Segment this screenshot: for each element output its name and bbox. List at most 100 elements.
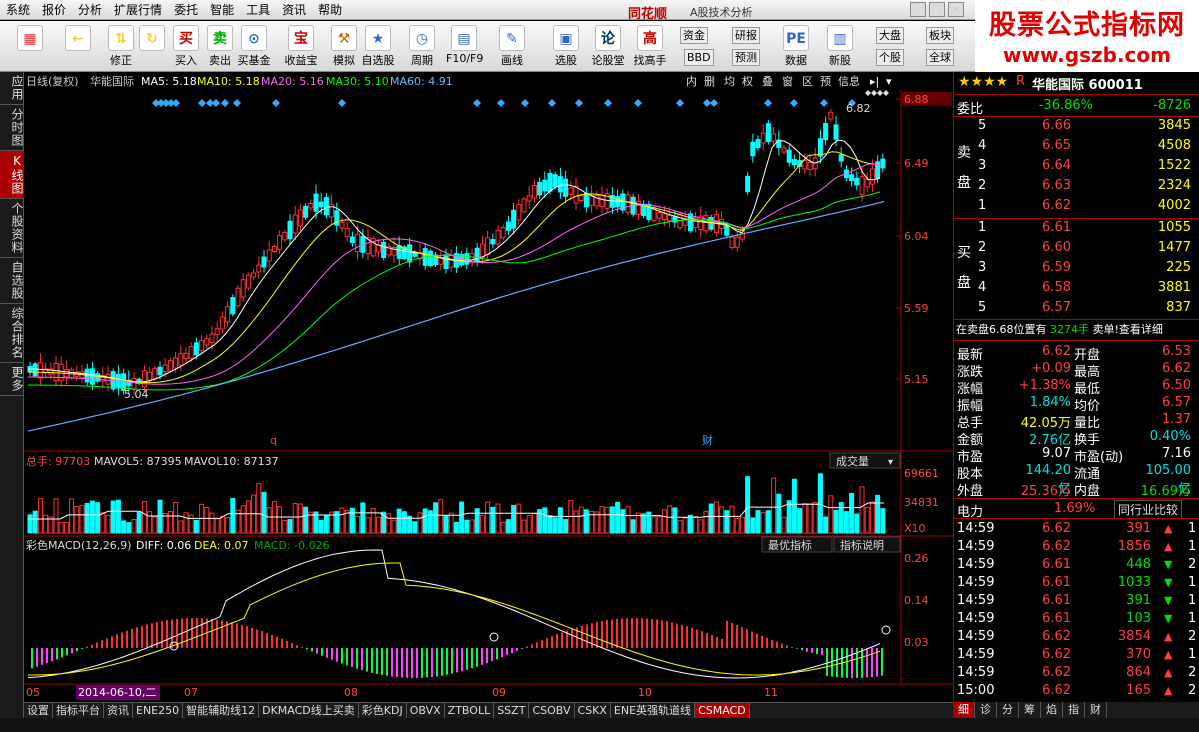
volume-bar bbox=[807, 503, 813, 534]
indicator-tab-13[interactable]: CSMACD bbox=[695, 703, 750, 718]
chart-tab-4[interactable]: 叠 bbox=[762, 75, 773, 88]
signal-diamond bbox=[162, 99, 170, 107]
toolbar-button-6[interactable]: ⊙ 买基金 bbox=[236, 25, 272, 68]
chart-tab-7[interactable]: 预 bbox=[820, 75, 831, 88]
toolbar-button-17[interactable]: ▥ 新股 bbox=[822, 25, 858, 68]
toolbar-button-0[interactable]: ▦ bbox=[12, 25, 48, 52]
toolbar: ▦ ← ⇅ 修正 ↻ 买买入卖卖出 ⊙ 买基金宝收益宝 ⚒ 模拟 ★ 自选股 ◷ 周期 ▤ F10/F9 ✎ 画线… bbox=[0, 21, 975, 72]
indicator-tab-8[interactable]: ZTBOLL bbox=[445, 703, 495, 718]
toolbar-button-5[interactable]: 卖卖出 bbox=[202, 25, 238, 68]
stat-label: 流通 bbox=[1074, 467, 1101, 482]
toolbar-button-11[interactable]: ▤ F10/F9 bbox=[446, 25, 483, 65]
minimize-icon[interactable]: _ bbox=[910, 2, 926, 17]
indicator-help-button[interactable] bbox=[833, 536, 901, 553]
toolbar-button-12[interactable]: ✎ 画线 bbox=[494, 25, 530, 68]
menu-item-8[interactable]: 帮助 bbox=[318, 3, 343, 17]
menu-item-7[interactable]: 资讯 bbox=[282, 3, 307, 17]
indicator-tab-3[interactable]: ENE250 bbox=[133, 703, 184, 718]
toolbar-button-7[interactable]: 宝收益宝 bbox=[283, 25, 319, 68]
quote-tab-5[interactable]: 指 bbox=[1063, 702, 1085, 718]
toolbar-dropdown-7[interactable]: 全球 bbox=[926, 49, 954, 66]
toolbar-button-14[interactable]: 论论股堂 bbox=[590, 25, 626, 68]
left-tab-0[interactable]: 应用 bbox=[0, 72, 24, 105]
dropdown-icon[interactable]: ▾ bbox=[886, 75, 892, 88]
toolbar-button-16[interactable]: PE 数据 bbox=[778, 25, 814, 68]
chart-tab-8[interactable]: 信息 bbox=[838, 74, 860, 88]
indicator-tab-9[interactable]: SSZT bbox=[494, 703, 530, 718]
indicator-tab-1[interactable]: 指标平台 bbox=[53, 703, 104, 718]
indicator-tab-7[interactable]: OBVX bbox=[407, 703, 445, 718]
left-tab-6[interactable]: 更多 bbox=[0, 363, 24, 396]
indicator-tab-12[interactable]: ENE英强轨道线 bbox=[611, 703, 696, 718]
toolbar-button-8[interactable]: ⚒ 模拟 bbox=[326, 25, 362, 68]
toolbar-button-3[interactable]: ↻ bbox=[134, 25, 170, 52]
stat-value: 6.62 bbox=[1042, 344, 1071, 359]
rating-stars-icon: ★★★★ bbox=[958, 74, 1009, 90]
candle-body bbox=[781, 147, 787, 153]
quote-tab-4[interactable]: 焰 bbox=[1041, 702, 1063, 718]
toolbar-button-1[interactable]: ← bbox=[60, 25, 96, 52]
left-tab-3[interactable]: 个股资料 bbox=[0, 199, 24, 258]
indicator-tab-5[interactable]: DKMACD线上买卖 bbox=[259, 703, 359, 718]
chart-tab-6[interactable]: 区 bbox=[802, 75, 813, 88]
best-indicator-button[interactable] bbox=[761, 536, 833, 553]
quote-tab-6[interactable]: 财 bbox=[1085, 702, 1107, 718]
toolbar-button-2[interactable]: ⇅ 修正 bbox=[103, 25, 139, 68]
toolbar-dropdown-0[interactable]: 资金 bbox=[680, 27, 708, 44]
sell-volume: 1522 bbox=[1157, 158, 1191, 173]
signal-diamond bbox=[338, 99, 346, 107]
kline-chart-area[interactable]: 日线(复权) 华能国际 MA5: 5.18 MA10: 5.18 MA20: 5.16 M… bbox=[24, 72, 953, 702]
quote-tab-2[interactable]: 分 bbox=[997, 702, 1019, 718]
chart-tab-1[interactable]: 删 bbox=[704, 75, 715, 88]
toolbar-button-13[interactable]: ▣ 选股 bbox=[548, 25, 584, 68]
quote-tab-1[interactable]: 诊 bbox=[975, 702, 997, 718]
menu-item-1[interactable]: 报价 bbox=[42, 3, 67, 17]
close-icon[interactable]: × bbox=[948, 2, 964, 17]
industry-compare-button[interactable]: 同行业比较 bbox=[1114, 500, 1183, 519]
toolbar-button-10[interactable]: ◷ 周期 bbox=[404, 25, 440, 68]
toolbar-button-9[interactable]: ★ 自选股 bbox=[360, 25, 396, 68]
tick-time: 14:59 bbox=[957, 611, 995, 626]
stat-label: 金额 bbox=[957, 433, 984, 448]
toolbar-dropdown-6[interactable]: 个股 bbox=[876, 49, 904, 66]
chart-tab-5[interactable]: 窗 bbox=[782, 74, 793, 88]
toolbar-dropdown-3[interactable]: 板块 bbox=[926, 27, 954, 44]
menu-item-2[interactable]: 分析 bbox=[78, 3, 103, 17]
left-tab-2[interactable]: K线图 bbox=[0, 151, 24, 199]
volume-bar bbox=[183, 512, 189, 534]
candle-body bbox=[303, 205, 309, 218]
maximize-icon[interactable]: □ bbox=[929, 2, 945, 17]
chart-tab-3[interactable]: 权 bbox=[742, 75, 753, 88]
big-order-notice[interactable]: 在卖盘6.68位置有 3274手 卖单!查看详细 bbox=[956, 321, 1163, 337]
left-tab-4[interactable]: 自选股 bbox=[0, 258, 24, 304]
toolbar-button-15[interactable]: 高找高手 bbox=[632, 25, 668, 68]
volume-dropdown[interactable] bbox=[829, 452, 901, 469]
quote-tab-0[interactable]: 细 bbox=[953, 702, 975, 718]
quote-tab-3[interactable]: 筹 bbox=[1019, 702, 1041, 718]
toolbar-dropdown-1[interactable]: 研报 bbox=[732, 27, 760, 44]
toolbar-button-4[interactable]: 买买入 bbox=[168, 25, 204, 68]
menu-item-3[interactable]: 扩展行情 bbox=[114, 3, 163, 17]
candle-body bbox=[479, 243, 485, 258]
indicator-tab-10[interactable]: CSOBV bbox=[529, 703, 575, 718]
candle-body bbox=[277, 235, 283, 250]
menu-item-0[interactable]: 系统 bbox=[6, 3, 31, 17]
menu-item-4[interactable]: 委托 bbox=[174, 3, 199, 17]
menu-item-5[interactable]: 智能 bbox=[210, 3, 235, 17]
toolbar-dropdown-4[interactable]: BBD bbox=[684, 49, 714, 66]
indicator-tab-2[interactable]: 资讯 bbox=[104, 703, 133, 718]
left-tab-1[interactable]: 分时图 bbox=[0, 105, 24, 151]
indicator-tab-11[interactable]: CSKX bbox=[575, 703, 611, 718]
next-icon[interactable]: ▸| bbox=[870, 75, 879, 88]
indicator-tab-0[interactable]: 设置 bbox=[24, 703, 53, 718]
left-tab-5[interactable]: 综合排名 bbox=[0, 304, 24, 363]
chart-tab-0[interactable]: 内 bbox=[686, 74, 697, 88]
indicator-tab-4[interactable]: 智能辅助线12 bbox=[183, 703, 260, 718]
volume-bar bbox=[739, 516, 745, 534]
toolbar-dropdown-2[interactable]: 大盘 bbox=[876, 27, 904, 44]
toolbar-dropdown-5[interactable]: 预测 bbox=[732, 49, 760, 66]
indicator-tab-6[interactable]: 彩色KDJ bbox=[359, 703, 407, 718]
menu-item-6[interactable]: 工具 bbox=[246, 3, 271, 17]
chart-tab-2[interactable]: 均 bbox=[724, 75, 735, 88]
candle-body bbox=[157, 366, 163, 376]
